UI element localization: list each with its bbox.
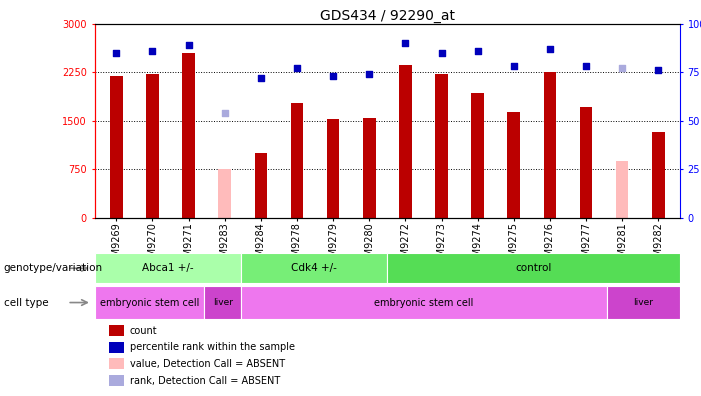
Text: rank, Detection Call = ABSENT: rank, Detection Call = ABSENT: [130, 375, 280, 386]
Text: genotype/variation: genotype/variation: [4, 263, 102, 273]
Bar: [219, 169, 231, 218]
Point: [544, 46, 555, 52]
Bar: [607, 286, 680, 319]
Point: [472, 48, 483, 54]
Text: value, Detection Call = ABSENT: value, Detection Call = ABSENT: [130, 359, 285, 369]
Point: [183, 42, 194, 48]
Bar: [95, 253, 241, 283]
Text: Abca1 +/-: Abca1 +/-: [142, 263, 193, 273]
Bar: [387, 253, 680, 283]
Bar: [205, 286, 241, 319]
Point: [653, 67, 664, 74]
Point: [580, 63, 592, 70]
Point: [219, 110, 231, 116]
Bar: [652, 132, 665, 218]
Point: [400, 40, 411, 46]
Point: [508, 63, 519, 70]
Bar: [399, 65, 411, 218]
Text: percentile rank within the sample: percentile rank within the sample: [130, 342, 294, 352]
Text: embryonic stem cell: embryonic stem cell: [374, 297, 474, 308]
Bar: [146, 74, 158, 218]
Point: [255, 75, 266, 81]
Bar: [95, 286, 205, 319]
Bar: [241, 253, 387, 283]
Bar: [182, 53, 195, 218]
Point: [147, 48, 158, 54]
Bar: [327, 120, 339, 218]
Bar: [580, 107, 592, 218]
Title: GDS434 / 92290_at: GDS434 / 92290_at: [320, 9, 455, 23]
Bar: [435, 74, 448, 218]
Bar: [291, 103, 304, 218]
Text: embryonic stem cell: embryonic stem cell: [100, 297, 199, 308]
Point: [364, 71, 375, 77]
Point: [436, 50, 447, 56]
Text: liver: liver: [634, 298, 653, 307]
Bar: [471, 93, 484, 218]
Bar: [241, 286, 607, 319]
Text: Cdk4 +/-: Cdk4 +/-: [291, 263, 337, 273]
Point: [292, 65, 303, 72]
Text: liver: liver: [212, 298, 233, 307]
Bar: [110, 76, 123, 218]
Bar: [616, 161, 629, 218]
Text: control: control: [515, 263, 552, 273]
Point: [111, 50, 122, 56]
Bar: [508, 112, 520, 218]
Bar: [254, 153, 267, 218]
Text: count: count: [130, 326, 157, 336]
Point: [617, 65, 628, 72]
Text: cell type: cell type: [4, 297, 48, 308]
Point: [327, 73, 339, 79]
Bar: [543, 72, 556, 218]
Bar: [363, 118, 376, 218]
